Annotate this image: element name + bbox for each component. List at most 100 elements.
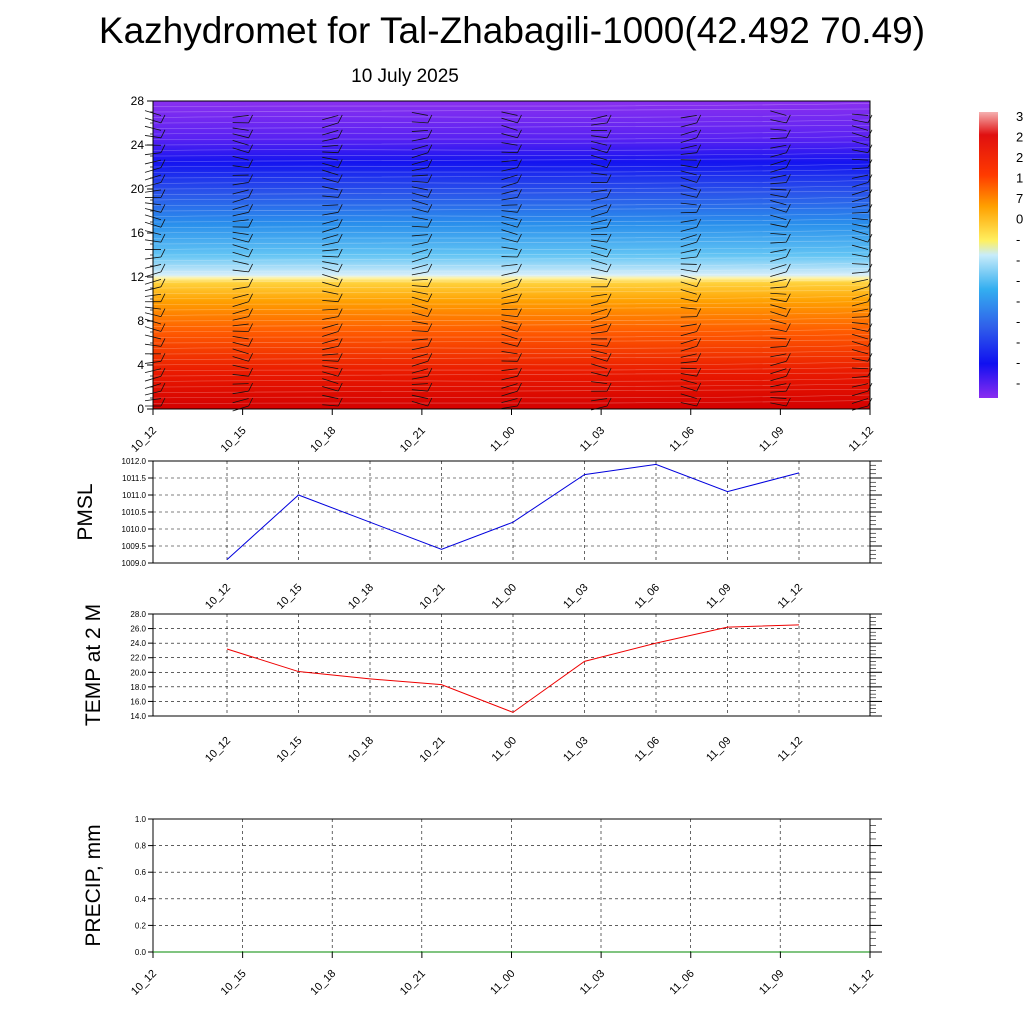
wind-barb-flag: [517, 308, 522, 317]
y-tick-label: 18.0: [130, 683, 146, 692]
wind-barb: [411, 186, 428, 191]
wind-barb: [411, 137, 428, 142]
wind-barb: [770, 188, 787, 191]
x-tick-label: 10_12: [203, 582, 233, 612]
x-tick-label: 11_09: [704, 582, 734, 612]
wind-barb-flag: [517, 248, 522, 258]
wind-barb: [770, 194, 787, 198]
wind-barb: [411, 264, 428, 270]
wind-barb: [501, 182, 518, 188]
wind-barb: [591, 197, 608, 202]
wind-barb: [680, 184, 697, 191]
wind-barb-flag: [606, 233, 612, 243]
x-tick-label: 11_03: [561, 582, 591, 612]
wind-barb-flag: [427, 129, 433, 138]
y-tick-label: 0.2: [135, 921, 147, 930]
wind-barb-flag: [248, 174, 253, 183]
wind-barb-flag: [606, 353, 612, 362]
wind-barb: [322, 386, 339, 392]
wind-barb: [680, 137, 697, 143]
wind-barb-flag: [248, 159, 253, 168]
wind-barb: [770, 304, 787, 310]
wind-barb-flag: [248, 204, 253, 213]
wind-barb: [322, 144, 339, 148]
colorbar-label: -: [1016, 335, 1020, 350]
x-tick-label: 10_21: [398, 968, 428, 998]
wind-barb-flag: [517, 159, 522, 168]
wind-barb: [851, 322, 869, 325]
wind-barb-flag: [696, 144, 702, 153]
contour-line: [152, 152, 871, 157]
wind-barb: [411, 360, 428, 367]
wind-barb: [411, 303, 428, 310]
wind-barb: [411, 383, 428, 385]
wind-barb: [851, 149, 869, 154]
precip-panel: 0.0 0.2 0.4 0.6 0.8 1.0 PRECIP, mm 10_12 10_15 10…: [82, 815, 882, 998]
wind-barb: [411, 296, 428, 303]
wind-barb: [680, 152, 697, 155]
x-tick-label: 10_21: [398, 425, 428, 455]
wind-barb: [770, 174, 787, 179]
y-tick-label: 24.0: [130, 639, 146, 648]
wind-barb: [680, 249, 697, 254]
wind-barb: [851, 278, 869, 284]
wind-barb: [322, 338, 339, 344]
wind-barb: [770, 286, 787, 289]
wind-barb: [501, 210, 518, 213]
wind-barb-flag: [160, 159, 166, 168]
wind-barb: [770, 390, 787, 393]
wind-barb: [770, 182, 787, 185]
wind-barb-flag: [696, 353, 702, 362]
wind-barb: [680, 402, 697, 407]
wind-barb: [591, 381, 608, 385]
wind-barb-flag: [786, 382, 791, 392]
wind-barb-flag: [786, 338, 791, 347]
wind-barb: [851, 158, 869, 161]
wind-barb: [232, 269, 249, 273]
wind-barb: [501, 368, 518, 371]
wind-barb-flag: [517, 293, 522, 302]
colorbar-label: 1: [1016, 171, 1023, 186]
wind-barb: [501, 341, 518, 347]
colorbar-label: 0: [1016, 212, 1023, 227]
wind-barb: [232, 374, 249, 377]
wind-barb: [322, 299, 339, 303]
wind-barb-flag: [606, 114, 612, 124]
wind-barb: [851, 197, 869, 203]
wind-barb: [770, 206, 787, 213]
colorbar-label: -: [1016, 355, 1020, 370]
wind-barb-flag: [517, 219, 522, 228]
wind-barb: [411, 256, 428, 263]
wind-barb-flag: [248, 233, 253, 243]
wind-barb-flag: [517, 397, 522, 407]
wind-barb: [851, 341, 869, 347]
y-tick-label: 1010.0: [122, 525, 147, 534]
wind-barb: [411, 234, 428, 237]
wind-barb: [851, 293, 869, 300]
wind-barb: [411, 330, 428, 332]
wind-barb-flag: [337, 248, 343, 258]
wind-barb: [411, 400, 428, 407]
x-tick-label: 10_21: [418, 582, 448, 612]
wind-barb: [770, 311, 787, 317]
wind-barb: [322, 177, 339, 183]
wind-barb-flag: [606, 204, 612, 213]
wind-barb: [501, 229, 518, 236]
wind-barb: [770, 360, 787, 367]
contour-line: [152, 317, 871, 322]
wind-barb: [591, 301, 608, 307]
contour-line: [152, 394, 871, 399]
wind-barb-flag: [427, 144, 433, 153]
wind-barb: [680, 274, 697, 280]
wind-barb: [501, 197, 518, 201]
wind-barb: [232, 197, 249, 203]
contour-line: [152, 295, 871, 300]
wind-barb-flag: [517, 129, 522, 138]
wind-barb-flag: [427, 204, 433, 213]
wind-barb: [322, 234, 339, 240]
wind-barb: [501, 111, 518, 116]
wind-barb: [232, 398, 249, 404]
wind-barb: [770, 337, 787, 340]
y-tick-label: 14.0: [130, 712, 146, 721]
wind-barb: [591, 154, 608, 161]
